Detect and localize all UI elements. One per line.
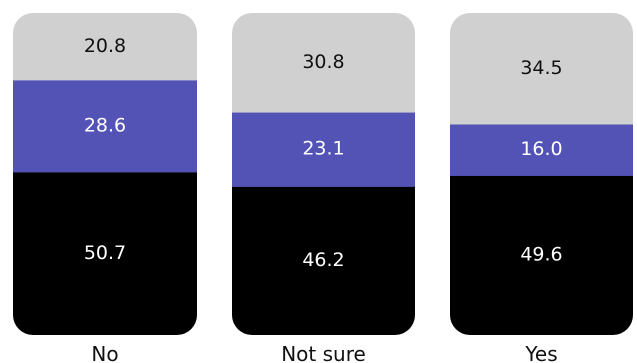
bar-segment-no-top [13, 13, 197, 81]
bar-segment-no-bottom [13, 171, 197, 335]
category-label-no: No [91, 342, 118, 363]
bar-segment-yes-bottom [450, 175, 633, 335]
value-label-yes-top: 34.5 [520, 57, 562, 79]
bars-layer [13, 13, 633, 335]
bar-segment-yes-top [450, 13, 633, 125]
value-label-no-middle: 28.6 [84, 114, 126, 136]
category-labels-layer: No Not sure Yes [91, 342, 557, 363]
bar-segment-no-middle [13, 79, 197, 173]
category-label-yes: Yes [524, 342, 557, 363]
bar-segment-yes-middle [450, 123, 633, 176]
value-label-not-sure-middle: 23.1 [302, 138, 344, 160]
category-label-not-sure: Not sure [281, 342, 366, 363]
bar-segment-not-sure-bottom [232, 186, 415, 335]
value-label-not-sure-top: 30.8 [302, 51, 344, 73]
bar-segment-not-sure-middle [232, 112, 415, 187]
stacked-bar-yes [450, 13, 633, 335]
value-label-no-top: 20.8 [84, 35, 126, 57]
value-label-not-sure-bottom: 46.2 [302, 249, 344, 271]
value-label-yes-middle: 16.0 [520, 138, 562, 160]
value-label-yes-bottom: 49.6 [520, 244, 562, 266]
segment-labels-layer: 50.7 28.6 20.8 46.2 23.1 30.8 49.6 16.0 34.5 [84, 35, 563, 271]
bar-segment-not-sure-top [232, 13, 415, 113]
stacked-bar-no [13, 13, 197, 335]
stacked-bar-not-sure [232, 13, 415, 335]
value-label-no-bottom: 50.7 [84, 242, 126, 264]
